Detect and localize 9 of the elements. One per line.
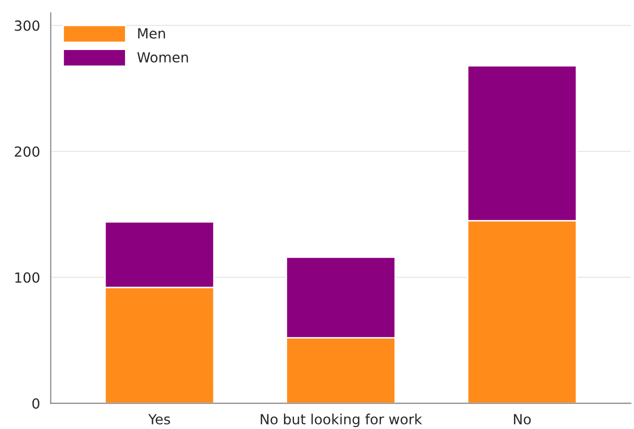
legend-label: Men [138, 28, 165, 39]
x-tick-label: Yes [148, 414, 170, 424]
y-tick-label: 0 [32, 398, 40, 409]
x-tick-label: No [514, 414, 531, 424]
y-tick-label: 300 [14, 20, 40, 31]
x-tick-label: No but looking for work [260, 414, 422, 428]
y-tick-label: 200 [14, 146, 40, 157]
y-tick-label: 100 [15, 272, 40, 283]
legend-label: Women [137, 52, 188, 63]
